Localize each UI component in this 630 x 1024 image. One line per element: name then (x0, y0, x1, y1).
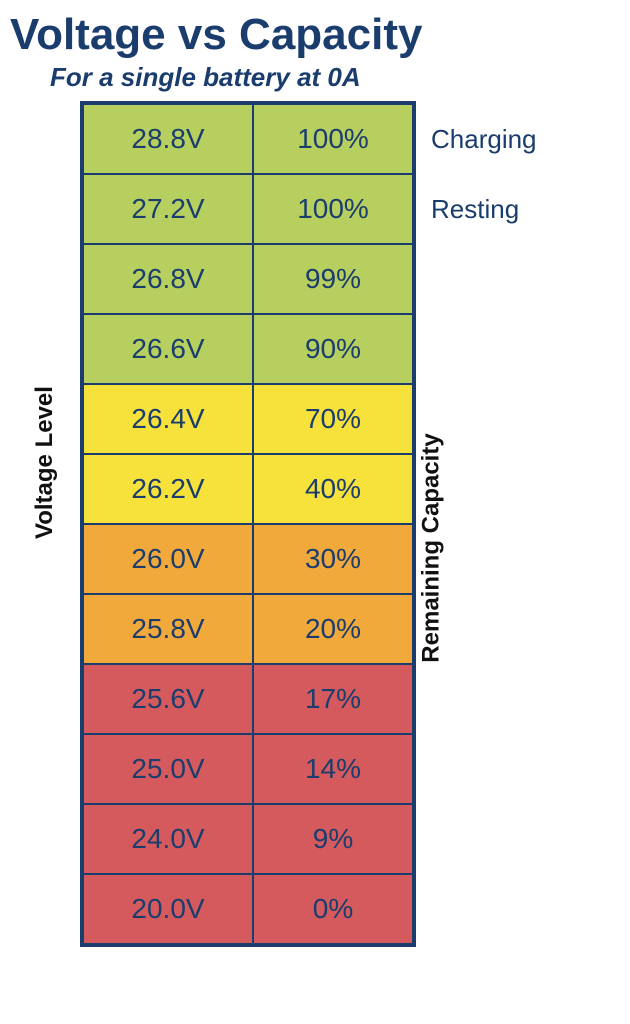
capacity-cell: 20% (253, 594, 413, 664)
chart-title: Voltage vs Capacity (10, 10, 620, 60)
capacity-cell: 90% (253, 314, 413, 384)
table-row: 27.2V100% (83, 174, 413, 244)
voltage-cell: 26.6V (83, 314, 253, 384)
voltage-cell: 25.6V (83, 664, 253, 734)
row-note (426, 874, 537, 944)
table-row: 26.2V40% (83, 454, 413, 524)
table-row: 24.0V9% (83, 804, 413, 874)
row-note: Resting (426, 174, 537, 244)
table-row: 26.0V30% (83, 524, 413, 594)
capacity-cell: 70% (253, 384, 413, 454)
chart-wrap: Voltage Level 28.8V100%27.2V100%26.8V99%… (30, 101, 620, 947)
row-note: Charging (426, 104, 537, 174)
voltage-cell: 20.0V (83, 874, 253, 944)
table-row: 20.0V0% (83, 874, 413, 944)
right-axis-label: Remaining Capacity (418, 433, 446, 662)
voltage-cell: 28.8V (83, 104, 253, 174)
table-row: 26.4V70% (83, 384, 413, 454)
table-row: 26.6V90% (83, 314, 413, 384)
voltage-capacity-table: 28.8V100%27.2V100%26.8V99%26.6V90%26.4V7… (80, 101, 416, 947)
right-column: ChargingResting Remaining Capacity (426, 104, 537, 944)
table-row: 25.0V14% (83, 734, 413, 804)
table-row: 25.8V20% (83, 594, 413, 664)
voltage-cell: 25.8V (83, 594, 253, 664)
voltage-cell: 24.0V (83, 804, 253, 874)
row-note (426, 664, 537, 734)
row-note (426, 244, 537, 314)
table-row: 26.8V99% (83, 244, 413, 314)
capacity-cell: 0% (253, 874, 413, 944)
capacity-cell: 40% (253, 454, 413, 524)
row-note (426, 734, 537, 804)
capacity-cell: 14% (253, 734, 413, 804)
voltage-cell: 27.2V (83, 174, 253, 244)
table-row: 28.8V100% (83, 104, 413, 174)
chart-subtitle: For a single battery at 0A (50, 62, 620, 93)
capacity-cell: 9% (253, 804, 413, 874)
voltage-cell: 26.0V (83, 524, 253, 594)
voltage-cell: 25.0V (83, 734, 253, 804)
voltage-cell: 26.8V (83, 244, 253, 314)
left-axis-label: Voltage Level (31, 509, 59, 539)
voltage-cell: 26.4V (83, 384, 253, 454)
row-note (426, 314, 537, 384)
row-note (426, 804, 537, 874)
capacity-cell: 100% (253, 174, 413, 244)
voltage-cell: 26.2V (83, 454, 253, 524)
capacity-cell: 17% (253, 664, 413, 734)
capacity-cell: 99% (253, 244, 413, 314)
table-row: 25.6V17% (83, 664, 413, 734)
capacity-cell: 100% (253, 104, 413, 174)
capacity-cell: 30% (253, 524, 413, 594)
